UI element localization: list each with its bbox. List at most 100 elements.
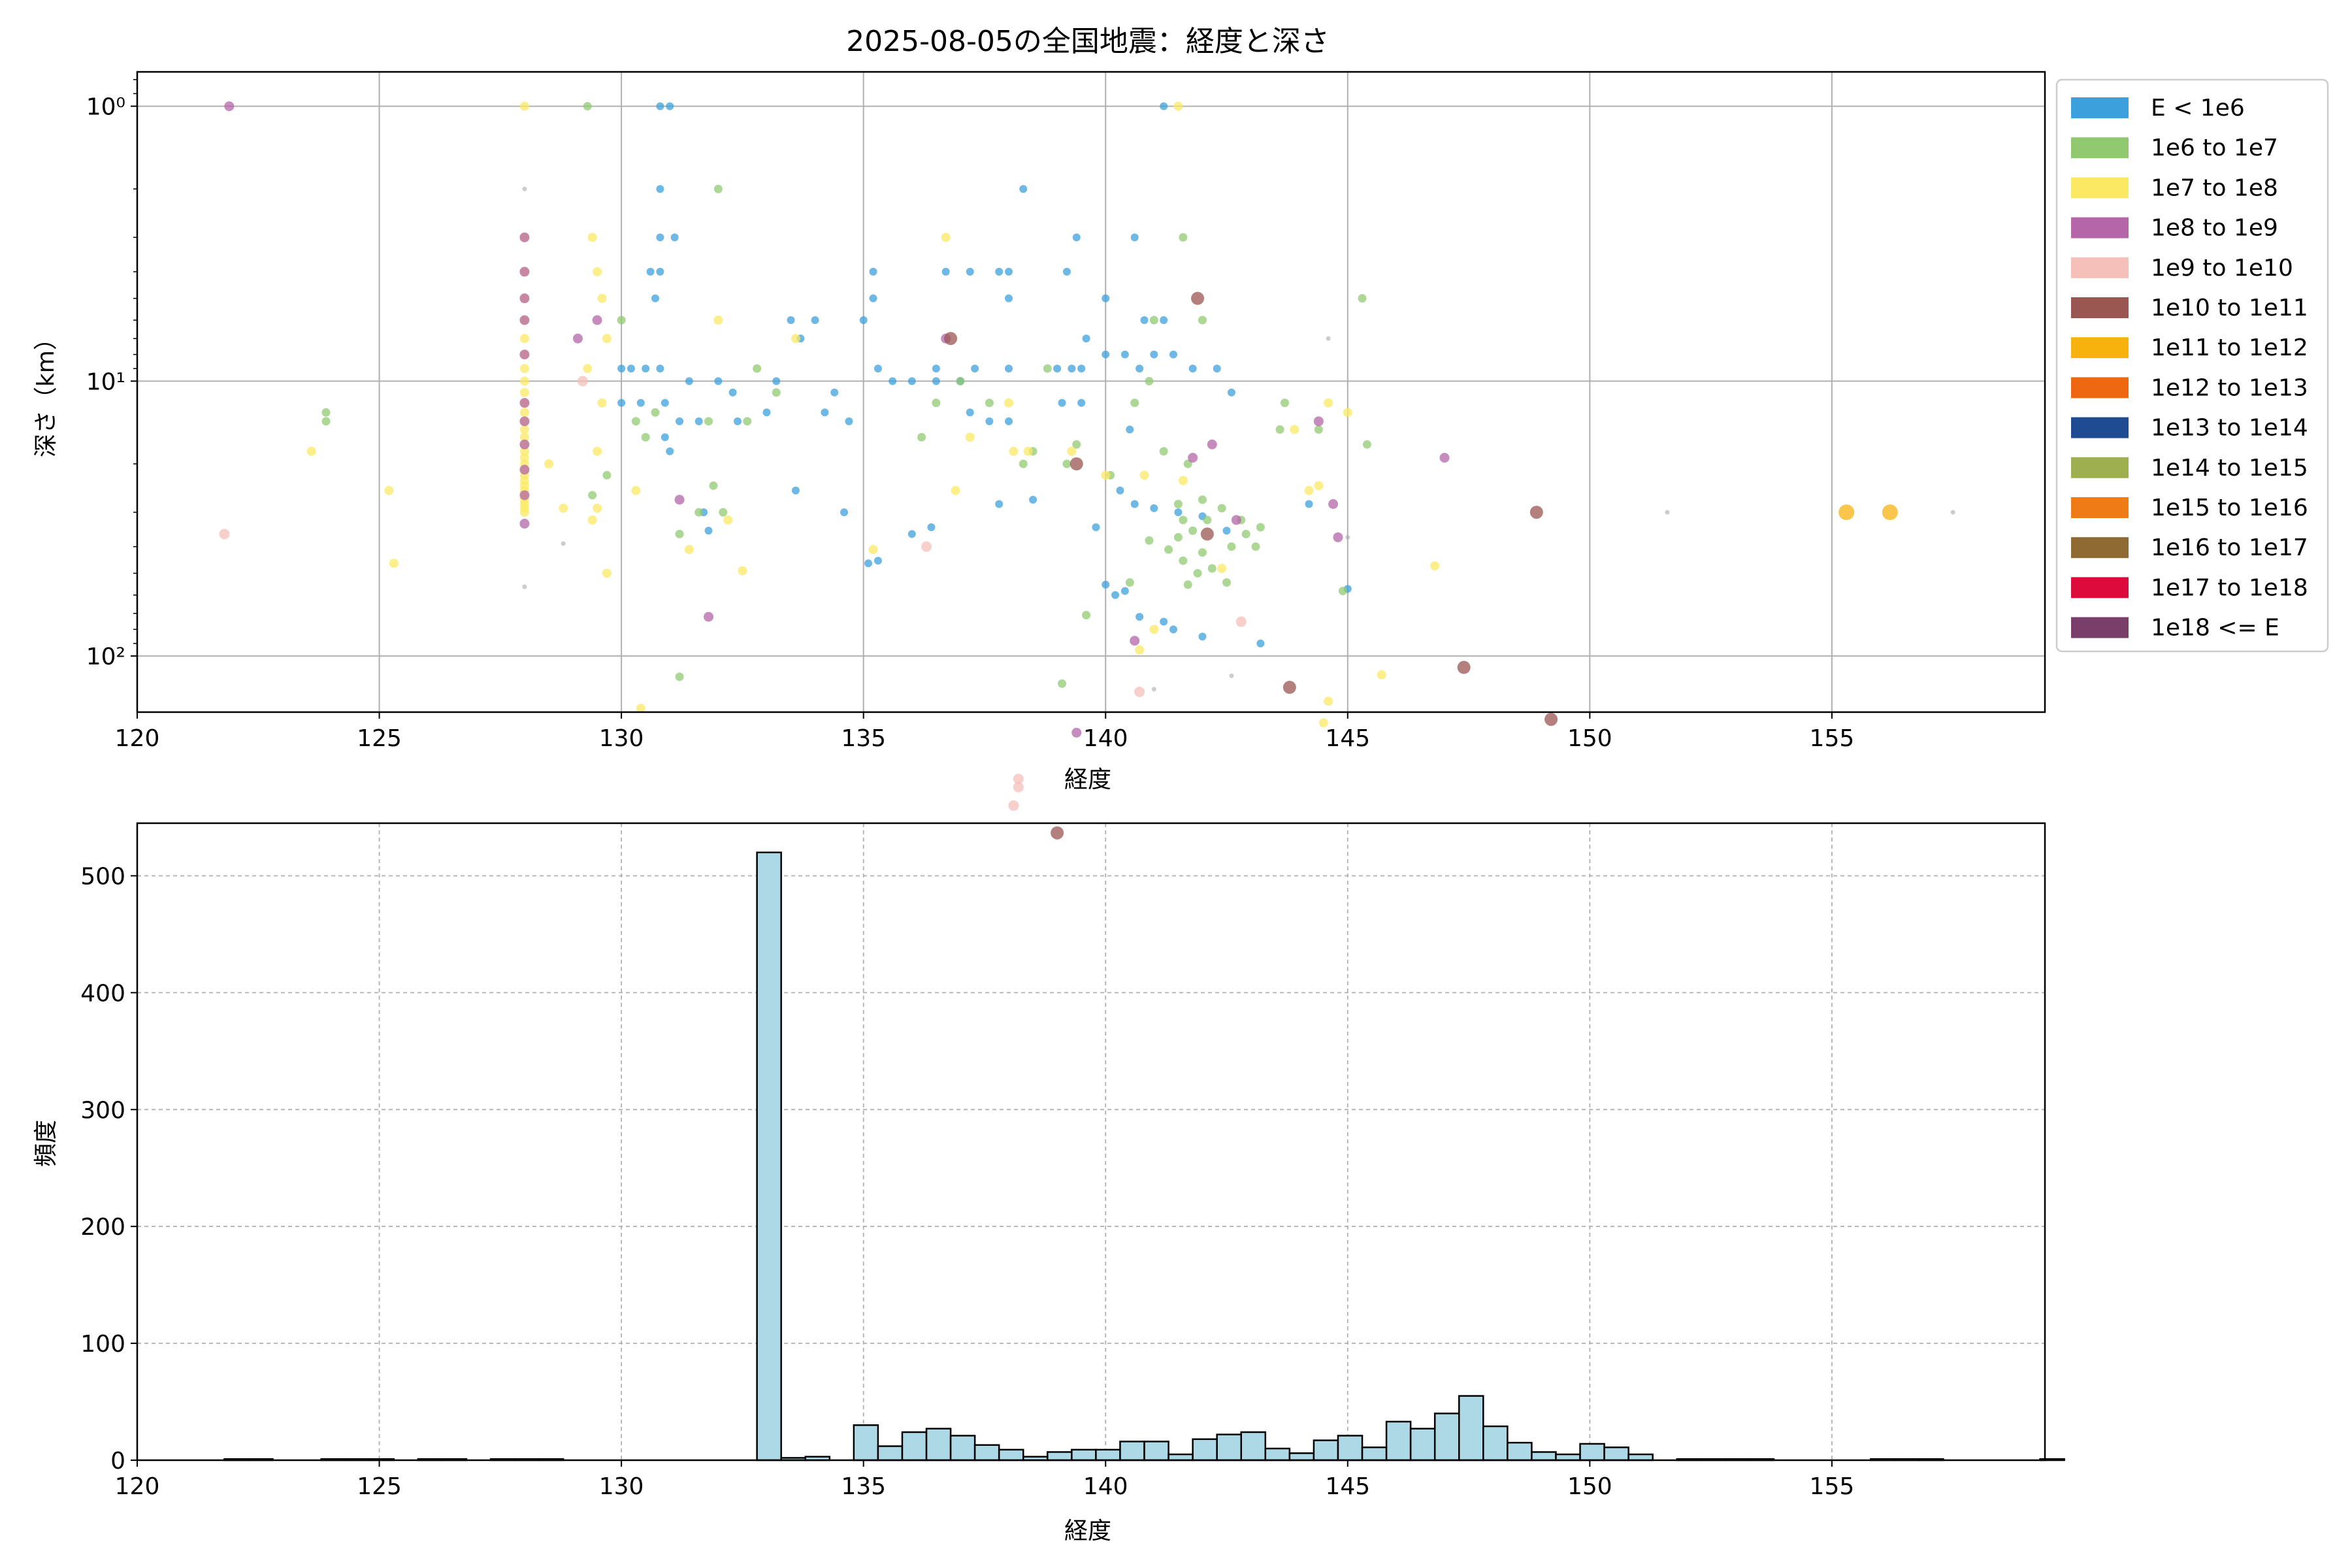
histogram-bar: [925, 1428, 952, 1462]
scatter-point: [1053, 365, 1062, 373]
scatter-grid: [137, 72, 2045, 712]
scatter-point: [1198, 548, 1207, 557]
scatter-point: [1101, 470, 1111, 480]
scatter-point: [519, 508, 529, 517]
scatter-point: [631, 417, 640, 426]
scatter-point: [519, 293, 530, 304]
histogram-bar: [1507, 1441, 1533, 1462]
scatter-y-tick-label: 10¹: [86, 368, 125, 395]
scatter-y-label: 深さ（km）: [33, 327, 59, 457]
scatter-point: [1139, 470, 1149, 480]
scatter-point: [519, 376, 529, 386]
scatter-point: [791, 486, 800, 495]
scatter-point: [694, 417, 703, 425]
scatter-point: [519, 101, 529, 111]
scatter-point: [951, 485, 960, 495]
scatter-point: [1231, 515, 1241, 525]
scatter-point: [1029, 495, 1037, 504]
legend-swatch: [2071, 417, 2129, 438]
scatter-point: [1324, 398, 1333, 408]
scatter-x-label: 経度: [1064, 766, 1111, 793]
scatter-point: [1207, 439, 1217, 449]
scatter-point: [995, 500, 1004, 508]
histogram-bar: [1143, 1441, 1169, 1462]
scatter-point: [1160, 102, 1168, 110]
scatter-point: [675, 672, 684, 681]
scatter-point: [1019, 185, 1028, 193]
scatter-point: [661, 399, 669, 407]
histogram-bar: [1603, 1446, 1629, 1462]
legend-swatch: [2071, 137, 2129, 159]
scatter-point: [519, 364, 529, 374]
scatter-point: [1013, 781, 1024, 792]
scatter-point: [321, 417, 331, 426]
scatter-point: [927, 523, 936, 531]
histogram-bars: [223, 851, 2065, 1462]
scatter-point: [641, 433, 650, 442]
scatter-axes-frame: [136, 71, 2046, 713]
scatter-point: [1043, 364, 1052, 373]
scatter-point: [1227, 388, 1235, 397]
scatter-point: [592, 315, 602, 325]
legend-label: 1e6 to 1e7: [2151, 135, 2278, 161]
scatter-point: [519, 350, 530, 360]
scatter-point: [519, 315, 530, 325]
histogram-bar: [1264, 1447, 1291, 1462]
scatter-point: [1173, 499, 1183, 508]
scatter-point: [519, 267, 530, 277]
scatter-point: [519, 433, 529, 442]
scatter-point: [944, 332, 958, 346]
scatter-point: [1135, 365, 1144, 373]
scatter-point: [1072, 440, 1081, 449]
histogram-bar: [1361, 1446, 1388, 1462]
legend-swatch: [2071, 337, 2129, 359]
scatter-point: [1529, 506, 1543, 519]
histogram-bar: [901, 1431, 928, 1462]
scatter-point: [1191, 291, 1205, 305]
scatter-point: [932, 399, 941, 408]
scatter-point: [704, 612, 714, 622]
scatter-point: [1377, 670, 1386, 679]
histogram-bar: [1579, 1443, 1605, 1462]
scatter-point: [1130, 399, 1139, 408]
histogram-bar: [1095, 1448, 1121, 1462]
histogram-bar: [973, 1444, 1000, 1462]
scatter-point-minor: [1229, 673, 1234, 678]
legend-label: 1e17 to 1e18: [2151, 574, 2308, 601]
scatter-point: [869, 267, 877, 276]
scatter-point: [1102, 350, 1110, 359]
histogram-y-tick-label: 300: [80, 1097, 125, 1124]
scatter-point: [519, 408, 529, 417]
histogram-bar: [1337, 1435, 1364, 1462]
scatter-point-minor: [1950, 510, 1955, 515]
scatter-point: [971, 365, 979, 373]
scatter-point: [1304, 485, 1314, 495]
depth-scatter-plot: 2025-08-05の全国地震：経度と深さ 120 125 130 135 140 145…: [33, 25, 2329, 840]
histogram-bar: [1240, 1431, 1267, 1462]
scatter-point: [1179, 515, 1188, 525]
legend-swatch: [2071, 457, 2129, 478]
scatter-x-tick-label: 125: [357, 725, 402, 752]
scatter-point: [1005, 294, 1013, 302]
histogram-bar: [1385, 1420, 1412, 1462]
scatter-point: [224, 101, 235, 112]
scatter-point: [597, 293, 607, 303]
scatter-point: [1005, 417, 1013, 425]
scatter-point: [1149, 625, 1159, 634]
legend-label: 1e12 to 1e13: [2151, 374, 2308, 401]
scatter-point: [1082, 611, 1091, 620]
scatter-point: [1173, 101, 1183, 111]
scatter-point: [713, 184, 723, 193]
scatter-point: [572, 333, 583, 344]
scatter-point: [1251, 542, 1260, 551]
legend-label: 1e13 to 1e14: [2151, 415, 2308, 442]
scatter-point: [821, 408, 829, 417]
histogram-bar: [1071, 1448, 1097, 1462]
scatter-point: [670, 233, 679, 242]
scatter-point: [1314, 425, 1323, 434]
scatter-point: [651, 294, 659, 302]
legend-label: 1e9 to 1e10: [2151, 255, 2293, 282]
scatter-point: [1111, 591, 1120, 599]
scatter-point: [1164, 545, 1173, 554]
scatter-point: [646, 267, 655, 276]
